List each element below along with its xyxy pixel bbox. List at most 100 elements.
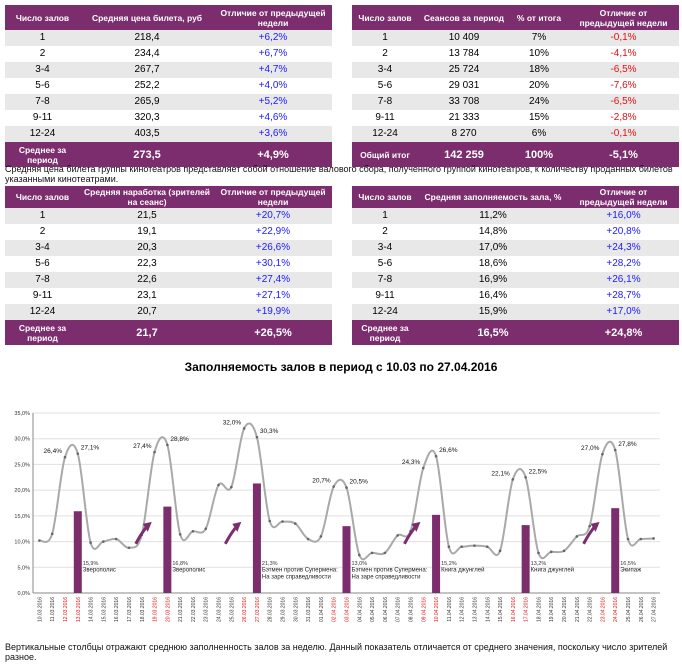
table-cell: 1 bbox=[352, 30, 418, 46]
table-cell: +6,2% bbox=[214, 30, 332, 46]
x-tick-label: 13.04.2016 bbox=[472, 597, 478, 622]
table-row: 9-11 21 333 15% -2,8% bbox=[352, 110, 679, 126]
film-label: Книга джунглей bbox=[441, 566, 484, 573]
weekly-bar bbox=[521, 525, 530, 593]
data-point bbox=[127, 546, 131, 550]
trend-arrowhead bbox=[232, 521, 242, 532]
total-cell: 21,7 bbox=[80, 320, 214, 345]
table-cell: 3-4 bbox=[5, 240, 80, 256]
film-label: Зверополис bbox=[83, 567, 116, 573]
total-row: Среднее за период 21,7 +26,5% bbox=[5, 320, 332, 345]
table-cell: +27,4% bbox=[214, 272, 332, 288]
table-row: 1 11,2% +16,0% bbox=[352, 208, 679, 224]
table-cell: 218,4 bbox=[80, 30, 214, 46]
data-point bbox=[652, 537, 655, 540]
trend-arrow bbox=[403, 526, 416, 545]
data-point bbox=[434, 454, 438, 458]
film-label: Бэтмен против Супермена: bbox=[352, 567, 428, 573]
table-cell: 6% bbox=[510, 126, 568, 142]
table-cell: 2 bbox=[39, 48, 46, 59]
table-cell: 5-6 bbox=[377, 258, 393, 269]
weekly-bar bbox=[432, 514, 441, 593]
x-tick-label: 14.04.2016 bbox=[485, 597, 491, 622]
table-cell: +28,7% bbox=[606, 290, 641, 301]
total-cell: 142 259 bbox=[418, 142, 510, 167]
col-header: Средняя наработка (зрителей на сеанс) bbox=[80, 186, 214, 208]
table-cell: +16,0% bbox=[568, 208, 679, 224]
table-cell: 1 bbox=[5, 208, 80, 224]
data-point bbox=[38, 539, 41, 542]
col-header: Средняя цена билета, руб bbox=[80, 5, 214, 30]
table-cell: 9-11 bbox=[32, 290, 53, 301]
table-row: 12-24 403,5 +3,6% bbox=[5, 126, 332, 142]
data-point bbox=[255, 435, 259, 439]
x-tick-label: 09.04.2016 bbox=[421, 597, 427, 622]
data-point bbox=[294, 522, 297, 525]
total-row: Среднее за период 273,5 +4,9% bbox=[5, 142, 332, 167]
x-tick-label: 04.04.2016 bbox=[357, 597, 363, 622]
x-tick-label: 24.03.2016 bbox=[217, 597, 223, 622]
data-point bbox=[76, 452, 80, 455]
x-tick-label: 02.04.2016 bbox=[332, 597, 338, 622]
table-row: 12-24 20,7 +19,9% bbox=[5, 304, 332, 320]
data-point bbox=[178, 533, 182, 536]
data-point bbox=[357, 553, 361, 557]
chart-title: Заполняемость залов в период с 10.03 по … bbox=[184, 360, 498, 374]
x-tick-label: 27.03.2016 bbox=[255, 597, 261, 622]
col-header: Отличие от предыдущей недели bbox=[568, 5, 679, 30]
data-point bbox=[204, 527, 208, 531]
table-cell: +27,1% bbox=[255, 290, 291, 301]
table-cell: 12-24 bbox=[5, 304, 80, 320]
data-point bbox=[447, 545, 451, 549]
table-row: 12-24 15,9% +17,0% bbox=[352, 304, 679, 320]
x-tick-label: 21.03.2016 bbox=[178, 597, 184, 622]
table-row: 3-4 25 724 18% -6,5% bbox=[352, 62, 679, 78]
x-tick-label: 23.04.2016 bbox=[600, 597, 606, 622]
weekly-bar bbox=[163, 506, 172, 593]
point-value-label: 27,0% bbox=[581, 445, 600, 452]
col-header: Сеансов за период bbox=[418, 5, 510, 30]
data-point bbox=[345, 486, 348, 489]
bar-value-label: 21,3% bbox=[262, 561, 278, 567]
trend-arrowhead bbox=[411, 521, 421, 532]
table-row: 2 13 784 10% -4,1% bbox=[352, 46, 679, 62]
x-tick-label: 17.03.2016 bbox=[127, 597, 133, 622]
x-tick-label: 25.03.2016 bbox=[229, 597, 235, 622]
x-tick-label: 10.04.2016 bbox=[434, 597, 440, 622]
y-tick-label: 15,0% bbox=[14, 514, 30, 520]
data-point bbox=[537, 551, 540, 555]
x-tick-label: 29.03.2016 bbox=[281, 597, 287, 622]
table-cell: -6,5% bbox=[568, 62, 679, 78]
table-cell: 7-8 bbox=[5, 272, 80, 288]
table-row: 1 218,4 +6,2% bbox=[5, 30, 332, 46]
point-value-label: 24,3% bbox=[402, 459, 421, 466]
data-point bbox=[601, 452, 604, 456]
table-row: 7-8 33 708 24% -6,5% bbox=[352, 94, 679, 110]
total-cell: +26,5% bbox=[214, 320, 332, 345]
table-cell: 12-24 bbox=[352, 304, 418, 320]
x-tick-label: 13.03.2016 bbox=[76, 597, 82, 622]
point-value-label: 22,1% bbox=[491, 470, 510, 477]
table-row: 7-8 22,6 +27,4% bbox=[5, 272, 332, 288]
point-value-label: 32,0% bbox=[223, 419, 242, 426]
data-point bbox=[639, 537, 643, 541]
x-tick-label: 05.04.2016 bbox=[370, 597, 376, 622]
table-cell: 19,1 bbox=[137, 226, 157, 237]
table-cell: 267,7 bbox=[80, 62, 214, 78]
film-label: На заре справедливости bbox=[262, 574, 331, 580]
y-tick-label: 10,0% bbox=[14, 540, 30, 546]
table-row: 5-6 29 031 20% -7,6% bbox=[352, 78, 679, 94]
data-point bbox=[50, 532, 54, 536]
data-point bbox=[562, 549, 566, 553]
film-label: На заре справедливости bbox=[352, 574, 421, 580]
point-value-label: 27,4% bbox=[133, 443, 152, 450]
x-tick-label: 12.04.2016 bbox=[460, 597, 466, 622]
data-point bbox=[114, 537, 118, 541]
col-header: Отличие от предыдущей недели bbox=[214, 5, 332, 30]
table-cell: 9-11 bbox=[32, 112, 53, 123]
total-row: Общий итог 142 259 100% -5,1% bbox=[352, 142, 679, 167]
table-row: 9-11 320,3 +4,6% bbox=[5, 110, 332, 126]
x-tick-label: 26.03.2016 bbox=[242, 597, 248, 622]
table-cell: +17,0% bbox=[568, 304, 679, 320]
table-cell: 15% bbox=[528, 112, 549, 123]
